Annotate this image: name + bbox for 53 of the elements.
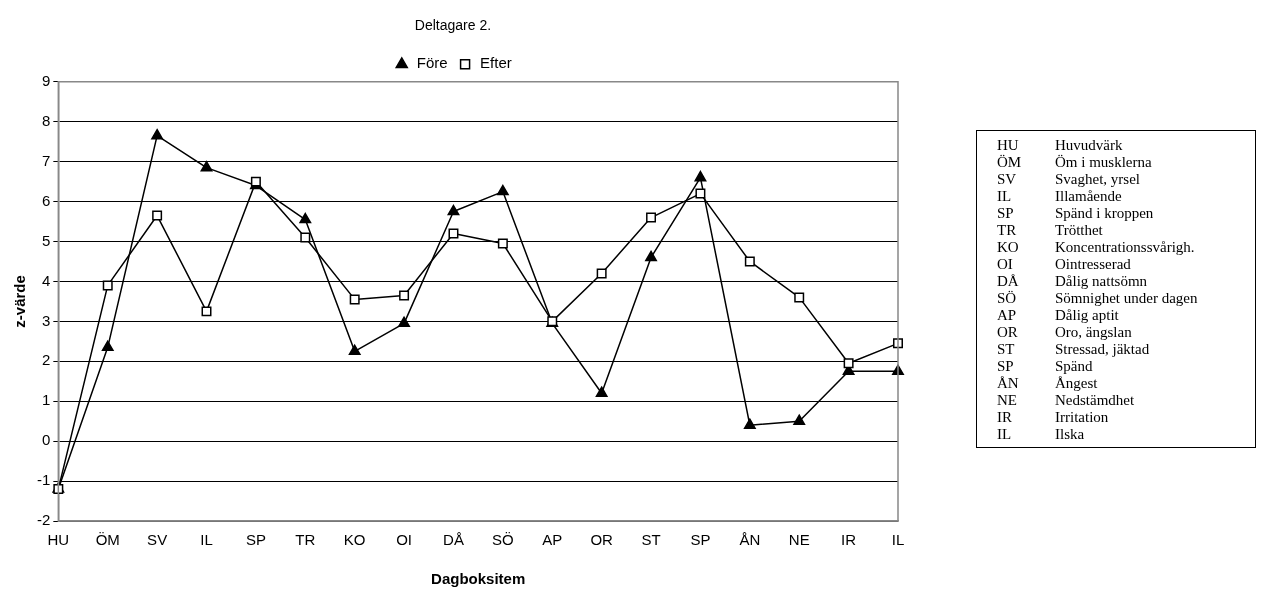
x-tick-label: ÅN [739,531,761,549]
x-tick-label: AP [542,531,563,549]
x-tick-label: IR [841,531,857,549]
y-tick-label: 3 [41,311,51,329]
text: DÅ Dålig nattsömn [997,273,1148,289]
y-tick-label: 9 [41,71,51,89]
y-tick-label: 0 [41,431,51,449]
x-tick-label: ÖM [95,531,120,549]
text: SP Spänd i kroppen [997,205,1154,221]
y-tick-label: 6 [41,191,51,209]
text: ÅN Ångest [997,375,1098,391]
x-tick-label: SP [245,531,266,549]
y-tick-label: 8 [41,111,51,129]
x-tick-label: NE [788,531,810,549]
x-tick-label: DÅ [443,531,464,549]
y-tick-label: 4 [41,271,51,289]
x-tick-label: KO [343,531,366,549]
text: KO Koncentrationssvårigh. [997,239,1195,255]
x-tick-label: IL [891,531,905,549]
text: AP Dålig aptit [997,307,1119,323]
y-tick-label: 2 [41,351,51,369]
text: IL Ilska [997,426,1085,442]
text: ÖM Öm i musklerna [997,154,1152,170]
text: OR Oro, ängslan [997,324,1132,340]
x-tick-label: OI [396,531,412,549]
text: SÖ Sömnighet under dagen [997,290,1198,306]
y-tick-label: -1 [36,471,51,489]
x-tick-label: SV [147,531,168,549]
x-tick-label: OR [590,531,614,549]
y-tick-label: -2 [36,511,51,529]
text: ST Stressad, jäktad [997,341,1150,357]
y-tick-label: 7 [41,151,51,169]
x-axis-title: Dagboksitem [431,570,526,588]
text: IL Illamående [997,188,1122,204]
y-tick-label: 5 [41,231,51,249]
text: TR Trötthet [997,222,1103,238]
legend-label: Före [416,54,448,72]
text: OI Ointresserad [997,256,1131,272]
x-tick-label: IL [200,531,213,549]
x-tick-label: SÖ [492,531,514,549]
legend-label: Efter [480,54,512,72]
text: IR Irritation [997,409,1109,425]
x-tick-label: HU [47,531,70,549]
text: SP Spänd [997,358,1093,374]
y-tick-label: 1 [41,391,51,409]
y-axis-title: z-värde [11,275,29,328]
x-tick-label: SP [690,531,711,549]
chart-title: Deltagare 2. [414,17,492,34]
x-tick-label: TR [295,531,316,549]
text: HU Huvudvärk [997,137,1123,153]
text: NE Nedstämdhet [997,392,1135,408]
text: SV Svaghet, yrsel [997,171,1140,187]
x-tick-label: ST [641,531,661,549]
